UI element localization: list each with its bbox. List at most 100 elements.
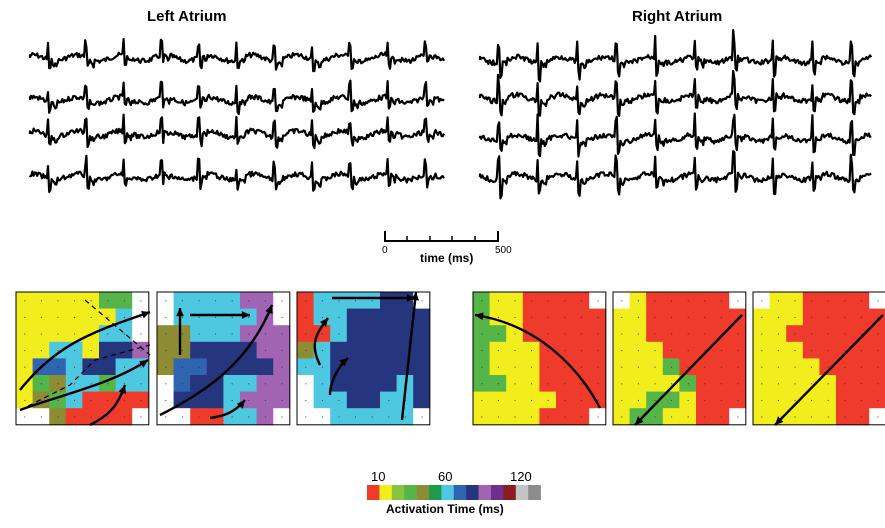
electrode-dot: [860, 316, 862, 318]
electrode-dot: [514, 399, 516, 401]
electrode-dot: [860, 399, 862, 401]
electrode-dot: [74, 300, 76, 302]
electrode-dot: [621, 300, 623, 302]
electrode-dot: [704, 383, 706, 385]
electrode-dot: [231, 399, 233, 401]
electrode-dot: [321, 416, 323, 418]
electrode-dot: [860, 300, 862, 302]
electrode-dot: [637, 366, 639, 368]
electrode-dot: [564, 416, 566, 418]
electrode-dot: [597, 416, 599, 418]
electrode-dot: [654, 350, 656, 352]
electrode-dot: [811, 333, 813, 335]
colorbar-swatch: [367, 485, 380, 500]
map-cell: [869, 341, 885, 359]
electrode-dot: [514, 350, 516, 352]
electrode-dot: [827, 366, 829, 368]
electrode-dot: [107, 333, 109, 335]
electrode-dot: [637, 416, 639, 418]
electrode-dot: [654, 366, 656, 368]
electrode-dot: [597, 333, 599, 335]
electrode-dot: [165, 300, 167, 302]
electrode-dot: [704, 300, 706, 302]
electrode-dot: [404, 416, 406, 418]
arrow-head: [319, 318, 328, 327]
electrode-dot: [580, 350, 582, 352]
electrode-dot: [74, 333, 76, 335]
electrode-dot: [198, 383, 200, 385]
electrode-dot: [794, 383, 796, 385]
colorbar-tick-120: 120: [510, 469, 532, 484]
electrode-dot: [248, 366, 250, 368]
electrode-dot: [687, 300, 689, 302]
electrode-dot: [531, 383, 533, 385]
electrode-dot: [497, 366, 499, 368]
electrode-dot: [40, 350, 42, 352]
electrode-dot: [40, 399, 42, 401]
electrode-dot: [140, 316, 142, 318]
right-atrium-trace: [478, 150, 872, 200]
electrode-dot: [547, 300, 549, 302]
electrode-dot: [621, 399, 623, 401]
activation-map-4: [472, 291, 607, 426]
electrode-dot: [637, 333, 639, 335]
electrode-dot: [248, 383, 250, 385]
electrode-dot: [140, 366, 142, 368]
electrode-dot: [497, 333, 499, 335]
electrode-dot: [371, 416, 373, 418]
electrode-dot: [844, 333, 846, 335]
electrode-dot: [827, 399, 829, 401]
electrode-dot: [531, 350, 533, 352]
electrode-dot: [844, 399, 846, 401]
electrode-dot: [388, 399, 390, 401]
electrode-dot: [140, 300, 142, 302]
electrode-dot: [338, 399, 340, 401]
electrode-dot: [777, 316, 779, 318]
electrode-dot: [24, 333, 26, 335]
activation-map-3: [296, 291, 431, 426]
electrode-dot: [57, 383, 59, 385]
electrode-dot: [637, 316, 639, 318]
electrode-dot: [123, 333, 125, 335]
electrode-dot: [90, 416, 92, 418]
electrode-dot: [687, 316, 689, 318]
electrode-dot: [338, 416, 340, 418]
electrode-dot: [123, 366, 125, 368]
electrode-dot: [355, 383, 357, 385]
electrode-dot: [371, 350, 373, 352]
map-border: [15, 291, 150, 426]
electrode-dot: [877, 416, 879, 418]
colorbar-swatch: [503, 485, 517, 500]
electrode-dot: [57, 333, 59, 335]
electrode-dot: [547, 333, 549, 335]
electrode-dot: [761, 383, 763, 385]
electrode-dot: [123, 350, 125, 352]
electrode-dot: [305, 366, 307, 368]
electrode-dot: [181, 416, 183, 418]
electrode-dot: [671, 399, 673, 401]
propagation-arrow: [19, 358, 149, 412]
electrode-dot: [24, 316, 26, 318]
electrode-dot: [794, 300, 796, 302]
electrode-dot: [597, 383, 599, 385]
electrode-dot: [844, 366, 846, 368]
electrode-dot: [547, 316, 549, 318]
electrode-dot: [811, 399, 813, 401]
electrode-dot: [580, 399, 582, 401]
arrow-head: [775, 416, 784, 425]
electrode-dot: [860, 383, 862, 385]
electrode-dot: [877, 383, 879, 385]
electrode-dot: [794, 316, 796, 318]
electrode-dot: [107, 383, 109, 385]
electrode-dot: [564, 333, 566, 335]
electrode-dot: [621, 316, 623, 318]
electrode-dot: [654, 416, 656, 418]
electrode-dot: [597, 350, 599, 352]
electrode-dot: [57, 399, 59, 401]
electrode-dot: [671, 350, 673, 352]
electrode-dot: [421, 350, 423, 352]
electrode-dot: [338, 316, 340, 318]
electrode-dot: [248, 416, 250, 418]
electrode-dot: [74, 399, 76, 401]
electrode-dot: [281, 383, 283, 385]
